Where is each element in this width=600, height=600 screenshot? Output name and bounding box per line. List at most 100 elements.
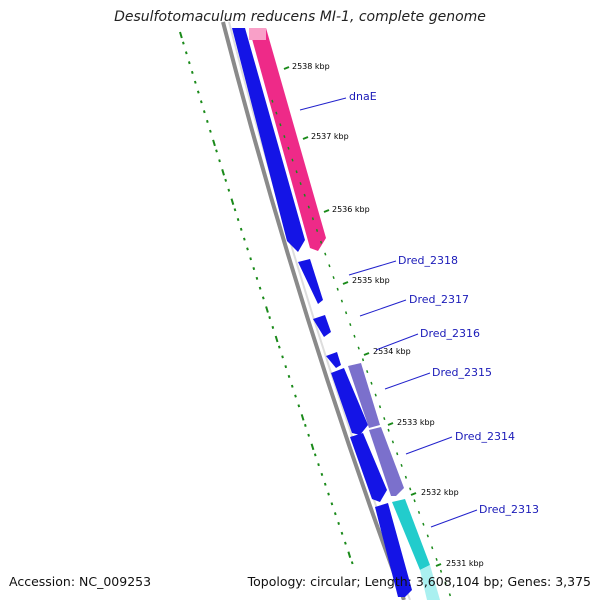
gc-skew-mark: [277, 345, 281, 349]
tick-label: 2538 kbp: [292, 62, 330, 71]
tick-marks: [283, 66, 442, 567]
gene-label-dred-2315[interactable]: Dred_2315: [432, 366, 492, 379]
gc-skew-mark: [303, 193, 306, 197]
tick-label: 2531 kbp: [446, 559, 484, 568]
gc-skew-mark: [279, 123, 282, 127]
gc-skew-mark: [239, 227, 243, 231]
tick-label: 2537 kbp: [311, 132, 349, 141]
gc-skew-mark: [448, 593, 452, 597]
gc-skew-mark: [378, 405, 382, 409]
gc-skew-mark: [193, 80, 197, 84]
gc-skew-mark: [227, 188, 231, 192]
gc-skew-mark: [387, 428, 390, 432]
gc-skew-mark: [337, 521, 340, 525]
gc-skew-mark: [307, 205, 310, 209]
accession-text: Accession: NC_009253: [9, 574, 152, 589]
gc-skew-mark: [291, 158, 294, 162]
gc-skew-mark: [413, 499, 416, 503]
gc-skew-mark: [310, 443, 315, 451]
gc-skew-mark: [431, 546, 434, 550]
gene-label-dred-2317[interactable]: Dred_2317: [409, 293, 469, 306]
gc-skew-mark: [274, 335, 279, 343]
gc-skew-mark: [206, 119, 209, 123]
cds-arrow: [313, 315, 331, 337]
gc-skew-mark: [209, 129, 212, 133]
feature-bar-purple: [348, 363, 380, 428]
gc-skew-mark: [374, 393, 377, 397]
gc-skew-mark: [340, 531, 344, 535]
gc-skew-mark: [319, 240, 323, 244]
gc-skew-mark: [304, 423, 307, 427]
gc-skew-mark: [353, 334, 356, 338]
gc-skew-mark: [287, 374, 291, 379]
gc-skew-mark: [444, 581, 447, 585]
gc-skew-mark: [187, 61, 191, 65]
gc-skew-mark: [340, 299, 344, 303]
gc-skew-mark: [199, 100, 203, 104]
gc-skew-mark: [294, 394, 297, 398]
gc-skew-mark: [330, 502, 334, 506]
gc-skew-mark: [435, 557, 438, 561]
gene-label-dred-2316[interactable]: Dred_2316: [420, 327, 480, 340]
gc-skew-mark: [409, 487, 412, 491]
gc-skew-mark: [391, 440, 395, 444]
feature-bar-cyan: [420, 565, 440, 600]
gc-skew-mark: [218, 159, 221, 163]
gc-skew-mark: [233, 208, 237, 212]
cds-arrow: [232, 28, 305, 252]
genome-backbone: [221, 21, 406, 600]
gc-skew-mark: [297, 404, 301, 408]
gc-skew-mark: [328, 264, 331, 268]
gc-skew-mark: [300, 414, 305, 421]
tick-label: 2536 kbp: [332, 205, 370, 214]
gc-skew-mark: [366, 370, 369, 374]
gc-skew-mark: [255, 276, 259, 280]
cds-arrow: [326, 352, 341, 368]
gc-skew-mark: [252, 266, 256, 271]
gc-skew-mark: [258, 286, 262, 290]
cds-arrow: [375, 503, 412, 597]
gc-skew-mark: [370, 381, 373, 385]
gc-skew-mark: [202, 110, 206, 114]
gc-skew-mark: [295, 170, 298, 174]
gc-skew-mark: [261, 296, 265, 300]
gc-skew-mark: [290, 384, 294, 388]
gc-skew-mark: [361, 358, 365, 362]
gc-skew-mark: [243, 237, 246, 241]
gene-label-dred-2314[interactable]: Dred_2314: [455, 430, 515, 443]
gc-skew-mark: [320, 472, 324, 477]
gc-skew-mark: [404, 475, 408, 479]
gc-skew-mark: [426, 534, 429, 538]
gc-skew-mark: [246, 247, 249, 251]
gc-skew-mark: [323, 482, 327, 486]
gc-skew-track: [179, 31, 354, 565]
feature-bar-pink: [249, 28, 326, 251]
gc-skew-mark: [182, 41, 185, 45]
gc-skew-mark: [190, 70, 194, 75]
label-connectors: [299, 97, 478, 528]
gc-skew-mark: [350, 561, 354, 565]
gc-skew-mark: [196, 90, 200, 94]
gc-skew-mark: [179, 31, 183, 39]
gc-skew-mark: [299, 182, 302, 186]
gc-skew-mark: [324, 252, 327, 256]
gc-skew-mark: [344, 311, 348, 315]
gc-skew-mark: [271, 99, 274, 103]
gc-skew-mark: [271, 325, 275, 329]
cds-arrow: [350, 433, 387, 502]
gene-label-dred-2318[interactable]: Dred_2318: [398, 254, 458, 267]
tick-label: 2533 kbp: [397, 418, 435, 427]
gc-skew-mark: [307, 433, 310, 437]
gc-skew-mark: [184, 51, 188, 55]
tick-label: 2532 kbp: [421, 488, 459, 497]
gc-skew-mark: [287, 146, 290, 150]
tick-label: 2535 kbp: [352, 276, 390, 285]
gene-label-dred-2313[interactable]: Dred_2313: [479, 503, 539, 516]
gc-skew-mark: [224, 178, 228, 182]
gc-skew-mark: [236, 217, 240, 222]
gc-skew-mark: [332, 276, 335, 280]
gc-skew-mark: [396, 452, 399, 456]
gc-skew-mark: [313, 453, 317, 457]
gene-label-dnaE[interactable]: dnaE: [349, 90, 377, 103]
gc-skew-mark: [349, 323, 352, 327]
